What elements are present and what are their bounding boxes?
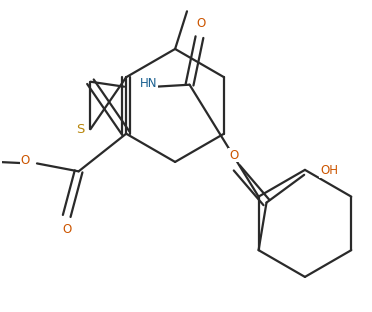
Text: O: O xyxy=(197,17,206,30)
Text: HN: HN xyxy=(140,77,157,90)
Text: OH: OH xyxy=(320,164,338,177)
Text: O: O xyxy=(62,223,71,236)
Text: S: S xyxy=(76,123,85,136)
Text: O: O xyxy=(229,149,238,162)
Text: O: O xyxy=(20,154,30,167)
